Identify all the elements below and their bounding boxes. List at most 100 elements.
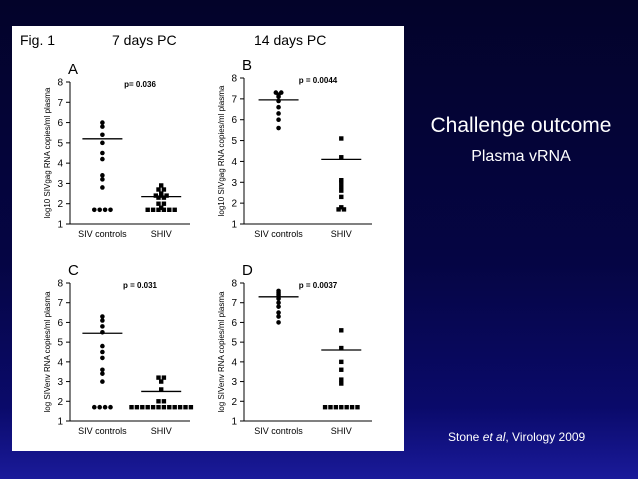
y-tick-label-b: 6 — [231, 115, 237, 126]
data-point-b — [276, 94, 281, 100]
x-tick-label-c: SIV controls — [78, 426, 127, 436]
y-tick-label-b: 4 — [231, 157, 237, 168]
data-point-a — [100, 120, 105, 125]
data-point-b — [276, 117, 281, 123]
data-point-a — [156, 201, 161, 206]
data-point-d — [276, 310, 281, 315]
x-tick-label-a: SIV controls — [78, 229, 127, 239]
data-point-c — [140, 405, 145, 410]
figure-label: Fig. 1 — [20, 32, 56, 48]
data-point-c — [188, 405, 194, 410]
y-tick-label-b: 8 — [231, 74, 237, 85]
data-point-c — [134, 405, 140, 410]
data-point-c — [156, 405, 161, 410]
y-tick-label-d: 5 — [231, 338, 237, 349]
column-label-14-days: 14 days PC — [254, 32, 327, 48]
citation-etal: et al — [482, 430, 506, 444]
citation-author: Stone — [448, 430, 483, 444]
y-tick-label-d: 8 — [231, 279, 237, 290]
y-tick-label-c: 1 — [57, 417, 63, 428]
y-tick-label-c: 2 — [57, 397, 63, 408]
data-point-b — [339, 194, 344, 200]
data-point-c — [92, 404, 97, 410]
data-point-a — [156, 195, 161, 200]
data-point-d — [322, 405, 328, 410]
data-point-d — [339, 359, 344, 365]
data-point-b — [339, 184, 344, 189]
data-point-a — [156, 187, 161, 192]
data-point-c — [156, 399, 161, 404]
p-value-c: p = 0.031 — [123, 281, 158, 290]
y-tick-label-c: 7 — [57, 298, 63, 309]
data-point-a — [102, 207, 108, 213]
y-tick-label-c: 4 — [57, 357, 63, 368]
data-point-b — [339, 188, 344, 193]
data-point-a — [100, 132, 105, 138]
y-tick-label-b: 2 — [231, 199, 237, 210]
data-point-d — [333, 405, 339, 410]
data-point-c — [100, 367, 105, 373]
data-point-d — [339, 381, 344, 386]
data-point-c — [177, 405, 183, 410]
data-point-c — [161, 399, 167, 404]
y-tick-label-a: 5 — [57, 138, 63, 149]
data-point-c — [100, 343, 105, 349]
data-point-c — [156, 375, 161, 380]
data-point-c — [145, 405, 150, 410]
data-point-a — [100, 150, 105, 156]
data-point-a — [100, 173, 105, 178]
figure-panel — [12, 26, 404, 451]
y-tick-label-a: 2 — [57, 199, 63, 210]
data-point-d — [355, 405, 360, 410]
y-axis-label-d: log SIVenv RNA copies/ml plasma — [217, 291, 226, 412]
y-tick-label-d: 1 — [231, 417, 237, 428]
y-tick-label-d: 2 — [231, 397, 237, 408]
y-tick-label-b: 7 — [231, 94, 237, 105]
data-point-d — [276, 320, 281, 325]
data-point-b — [339, 178, 344, 183]
data-point-a — [153, 193, 158, 198]
y-tick-label-c: 5 — [57, 338, 63, 349]
data-point-c — [100, 371, 105, 376]
data-point-a — [161, 195, 167, 200]
y-tick-label-c: 6 — [57, 318, 63, 329]
data-point-c — [100, 349, 105, 355]
y-axis-label-c: log SIVenv RNA copies/ml plasma — [43, 291, 52, 412]
data-point-a — [100, 177, 105, 182]
data-point-a — [159, 193, 164, 198]
data-point-a — [100, 140, 105, 146]
data-point-a — [161, 201, 167, 206]
data-point-a — [167, 207, 172, 212]
data-point-d — [276, 314, 281, 319]
data-point-c — [161, 375, 167, 380]
data-point-c — [159, 387, 164, 392]
data-point-a — [97, 207, 102, 213]
data-point-c — [100, 318, 105, 323]
data-point-d — [344, 405, 349, 410]
data-point-a — [100, 185, 105, 190]
data-point-c — [159, 379, 164, 384]
y-tick-label-c: 3 — [57, 377, 63, 388]
data-point-a — [92, 207, 97, 213]
data-point-a — [156, 207, 161, 212]
p-value-b: p = 0.0044 — [299, 76, 338, 85]
y-tick-label-d: 7 — [231, 298, 237, 309]
data-point-b — [339, 205, 344, 210]
p-value-a: p= 0.036 — [124, 80, 156, 89]
data-point-c — [97, 404, 102, 410]
panel-letter-c: C — [68, 262, 79, 279]
x-tick-label-b: SHIV — [331, 229, 352, 239]
y-axis-label-a: log10 SIVgag RNA copies/ml plasma — [43, 87, 52, 218]
y-tick-label-d: 6 — [231, 318, 237, 329]
y-tick-label-b: 3 — [231, 178, 237, 189]
data-point-c — [129, 405, 134, 410]
y-axis-label-b: log10 SIVgag RNA copies/ml plasma — [217, 85, 226, 216]
column-label-7-days: 7 days PC — [112, 32, 177, 48]
x-tick-label-a: SHIV — [151, 229, 172, 239]
data-point-d — [276, 304, 281, 309]
y-tick-label-a: 7 — [57, 98, 63, 109]
y-tick-label-b: 5 — [231, 136, 237, 147]
x-tick-label-c: SHIV — [151, 426, 172, 436]
data-point-a — [100, 124, 105, 129]
data-point-d — [339, 377, 344, 382]
